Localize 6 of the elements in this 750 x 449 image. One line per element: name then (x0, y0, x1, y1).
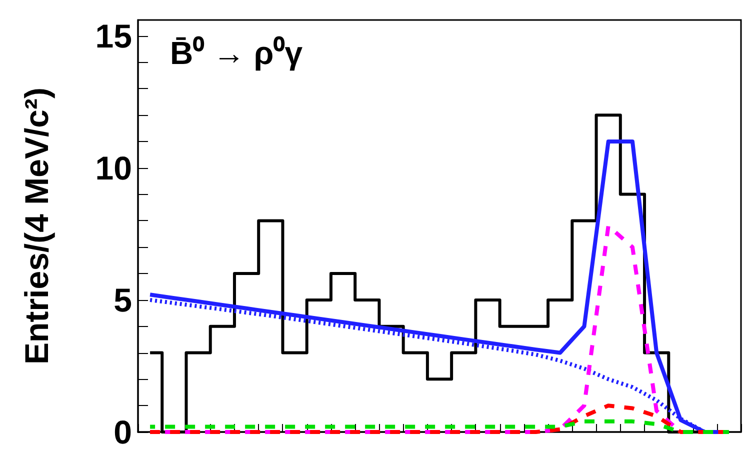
y-tick-label: 15 (95, 17, 132, 54)
y-tick-label: 5 (114, 281, 132, 318)
y-tick-label: 0 (114, 414, 132, 449)
text: B̄⁰ → ρ⁰γ (170, 35, 303, 71)
y-axis-title: Entries/(4 MeV/c²) (18, 88, 55, 364)
y-tick-label: 10 (95, 149, 132, 186)
